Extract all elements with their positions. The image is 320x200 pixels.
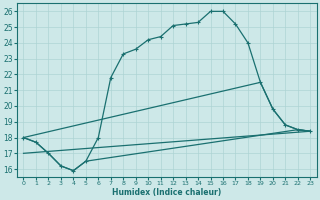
X-axis label: Humidex (Indice chaleur): Humidex (Indice chaleur): [112, 188, 221, 197]
